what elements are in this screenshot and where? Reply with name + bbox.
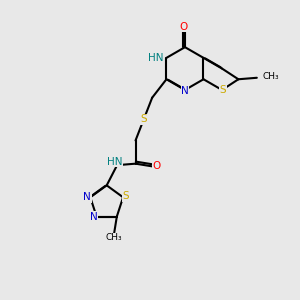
Text: S: S (122, 191, 129, 201)
Text: HN: HN (148, 53, 164, 63)
Text: N: N (181, 85, 189, 96)
Text: CH₃: CH₃ (262, 72, 279, 81)
Text: CH₃: CH₃ (106, 233, 122, 242)
Text: N: N (83, 192, 91, 202)
Text: O: O (153, 161, 161, 171)
Text: S: S (220, 85, 226, 95)
Text: N: N (90, 212, 98, 222)
Text: S: S (140, 114, 147, 124)
Text: HN: HN (107, 157, 122, 166)
Text: O: O (179, 22, 188, 32)
